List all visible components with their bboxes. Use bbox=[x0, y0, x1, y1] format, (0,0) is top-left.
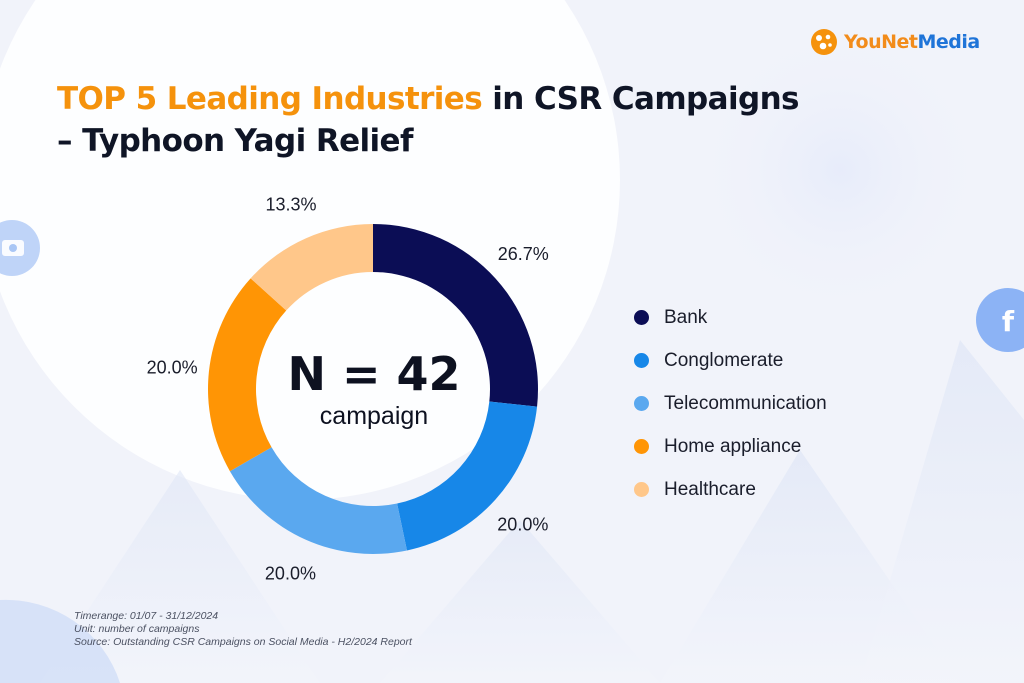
legend-label: Telecommunication bbox=[664, 392, 827, 414]
slice-healthcare bbox=[250, 224, 373, 311]
brand-logo: YouNetMedia bbox=[810, 28, 980, 56]
data-label: 20.0% bbox=[147, 357, 198, 377]
legend-item: Conglomerate bbox=[634, 339, 827, 382]
title-line-2: – Typhoon Yagi Relief bbox=[57, 123, 413, 159]
legend-label: Bank bbox=[664, 306, 708, 328]
page-title: TOP 5 Leading Industries in CSR Campaign… bbox=[57, 78, 800, 162]
legend-swatch bbox=[634, 482, 649, 497]
slice-home-appliance bbox=[208, 278, 287, 472]
data-label: 26.7% bbox=[498, 244, 549, 264]
title-highlight: TOP 5 Leading Industries bbox=[57, 81, 483, 117]
legend-swatch bbox=[634, 353, 649, 368]
facebook-icon: f bbox=[976, 288, 1024, 352]
slice-telecommunication bbox=[229, 447, 407, 554]
title-rest: in CSR Campaigns bbox=[482, 81, 799, 117]
legend-label: Healthcare bbox=[664, 478, 756, 500]
slice-conglomerate bbox=[397, 401, 538, 551]
legend-swatch bbox=[634, 310, 649, 325]
video-icon bbox=[0, 220, 40, 276]
legend-item: Telecommunication bbox=[634, 382, 827, 425]
note-unit: Unit: number of campaigns bbox=[74, 623, 200, 635]
logo-text: YouNetMedia bbox=[844, 31, 980, 53]
slice-bank bbox=[373, 224, 538, 407]
legend-swatch bbox=[634, 439, 649, 454]
svg-text:f: f bbox=[1002, 305, 1015, 338]
legend-item: Healthcare bbox=[634, 468, 827, 511]
legend-label: Conglomerate bbox=[664, 349, 784, 371]
legend-swatch bbox=[634, 396, 649, 411]
note-timerange: Timerange: 01/07 - 31/12/2024 bbox=[74, 610, 219, 622]
total-unit: campaign bbox=[319, 402, 429, 430]
total-count: N = 42 bbox=[287, 347, 461, 401]
note-source: Source: Outstanding CSR Campaigns on Soc… bbox=[74, 636, 412, 648]
chart-legend: Bank Conglomerate Telecommunication Home ap… bbox=[634, 296, 827, 511]
legend-label: Home appliance bbox=[664, 435, 802, 457]
data-label: 13.3% bbox=[266, 194, 317, 214]
data-label: 20.0% bbox=[265, 563, 316, 583]
title-line-1: TOP 5 Leading Industries in CSR Campaign… bbox=[57, 78, 800, 120]
legend-item: Home appliance bbox=[634, 425, 827, 468]
logo-mark-icon bbox=[811, 29, 837, 55]
data-label: 20.0% bbox=[497, 514, 548, 534]
footnotes: Timerange: 01/07 - 31/12/2024 Unit: numb… bbox=[74, 610, 412, 649]
legend-item: Bank bbox=[634, 296, 827, 339]
